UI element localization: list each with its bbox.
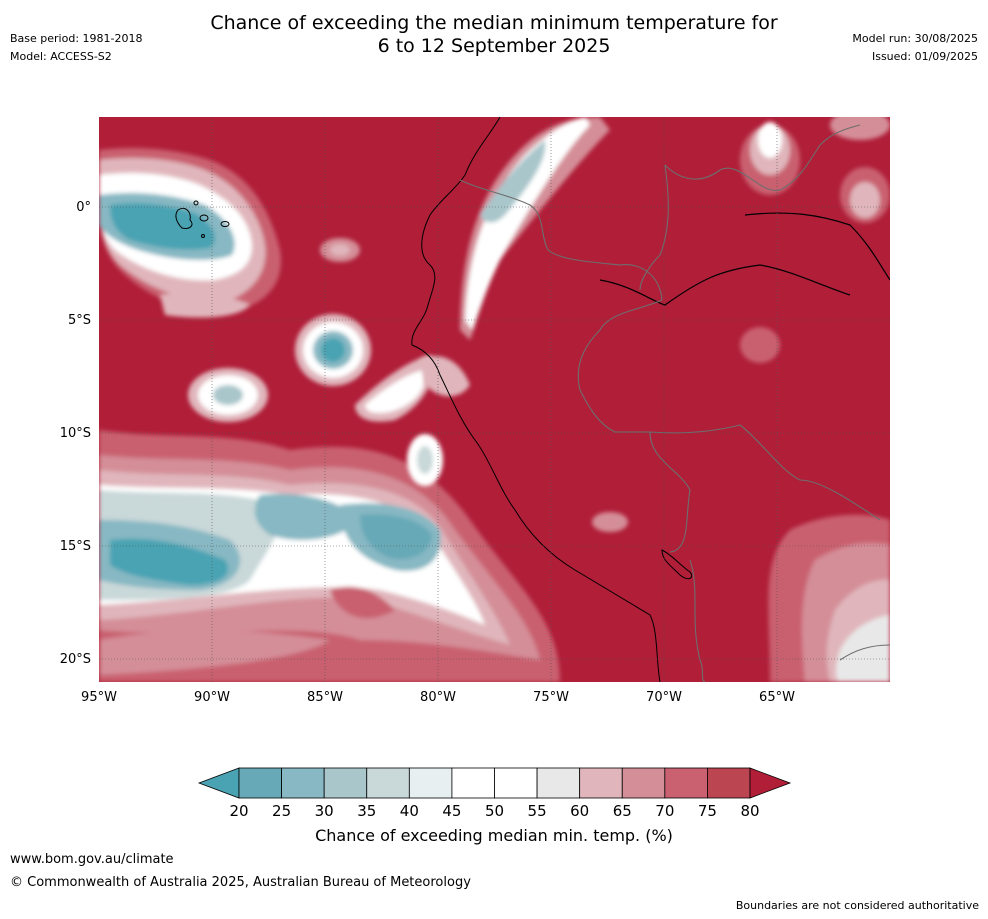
- galapagos-islands: [175, 200, 230, 238]
- footer-note: Boundaries are not considered authoritat…: [735, 899, 979, 912]
- colorbar-tick-label: 55: [528, 802, 547, 820]
- colorbar-extend-low: [197, 767, 240, 799]
- map-title: Chance of exceeding the median minimum t…: [0, 12, 988, 58]
- colorbar-swatch: [323, 767, 368, 799]
- lat-tick-label: 15°S: [60, 539, 91, 554]
- probability-field: [99, 117, 890, 682]
- lat-tick-label: 5°S: [68, 313, 91, 328]
- lon-tick-label: 75°W: [533, 690, 569, 705]
- colorbar-swatch: [707, 767, 751, 799]
- colorbar-swatch: [536, 767, 581, 799]
- colorbar-label: Chance of exceeding median min. temp. (%…: [315, 826, 673, 845]
- lon-tick-label: 65°W: [759, 690, 795, 705]
- model-run: Model run: 30/08/2025: [852, 32, 978, 45]
- colorbar-swatch: [664, 767, 708, 799]
- lat-tick-label: 0°: [76, 200, 91, 215]
- lon-tick-label: 90°W: [194, 690, 230, 705]
- colorbar-tick-labels: 20 25 30 35 40 45 50 55 60 65 70 75 80: [229, 802, 759, 820]
- title-line-2: 6 to 12 September 2025: [377, 35, 611, 57]
- coastline: [411, 117, 661, 682]
- meta-left: Base period: 1981-2018 Model: ACCESS-S2: [10, 32, 142, 64]
- lat-tick-label: 20°S: [60, 652, 91, 667]
- andes-cool-streak: [420, 117, 610, 397]
- colorbar-swatch: [621, 767, 666, 799]
- colorbar-tick-label: 50: [485, 802, 504, 820]
- colorbar-swatch: [494, 767, 538, 799]
- colorbar-extend-high: [749, 767, 792, 799]
- issued-date: Issued: 01/09/2025: [871, 50, 978, 63]
- lon-tick-label: 80°W: [420, 690, 456, 705]
- lon-tick-label: 85°W: [307, 690, 343, 705]
- colorbar-tick-label: 75: [698, 802, 717, 820]
- colorbar-tick-label: 30: [315, 802, 334, 820]
- colorbar-tick-label: 80: [740, 802, 759, 820]
- lon-tick-label: 95°W: [81, 690, 117, 705]
- galapagos-cool-region: [99, 148, 281, 318]
- east-regions: [592, 117, 890, 682]
- colorbar-tick-label: 45: [442, 802, 461, 820]
- latitude-labels: 0° 5°S 10°S 15°S 20°S: [60, 200, 91, 667]
- lake-titicaca: [661, 549, 693, 580]
- footer-url: www.bom.gov.au/climate: [10, 852, 174, 867]
- amazon-river-lines: [599, 212, 890, 306]
- colorbar-swatch: [238, 767, 282, 799]
- colorbar-tick-label: 25: [272, 802, 291, 820]
- colorbar-tick-label: 60: [570, 802, 589, 820]
- colorbar-swatch: [281, 767, 325, 799]
- base-period: Base period: 1981-2018: [10, 32, 143, 45]
- meta-right: Model run: 30/08/2025 Issued: 01/09/2025: [852, 32, 978, 64]
- colorbar-swatch: [408, 767, 453, 799]
- graticule: [99, 117, 890, 682]
- colorbar-swatch: [579, 767, 623, 799]
- lon-tick-label: 70°W: [646, 690, 682, 705]
- colorbar-tick-label: 65: [613, 802, 632, 820]
- colorbar-tick-label: 35: [357, 802, 376, 820]
- lat-tick-label: 10°S: [60, 426, 91, 441]
- longitude-labels: 95°W 90°W 85°W 80°W 75°W 70°W 65°W: [81, 690, 795, 705]
- colorbar-tick-label: 40: [400, 802, 419, 820]
- footer-copyright: © Commonwealth of Australia 2025, Austra…: [10, 875, 471, 890]
- colorbar-tick-label: 20: [229, 802, 248, 820]
- title-line-1: Chance of exceeding the median minimum t…: [210, 12, 778, 34]
- offshore-cool-eddies: [188, 238, 443, 486]
- southwest-cool-region: [99, 430, 560, 682]
- colorbar: [197, 767, 792, 799]
- colorbar-tick-label: 70: [655, 802, 674, 820]
- colorbar-swatch: [366, 767, 410, 799]
- country-borders: [459, 124, 890, 682]
- model-name: Model: ACCESS-S2: [10, 50, 112, 63]
- colorbar-swatch: [451, 767, 495, 799]
